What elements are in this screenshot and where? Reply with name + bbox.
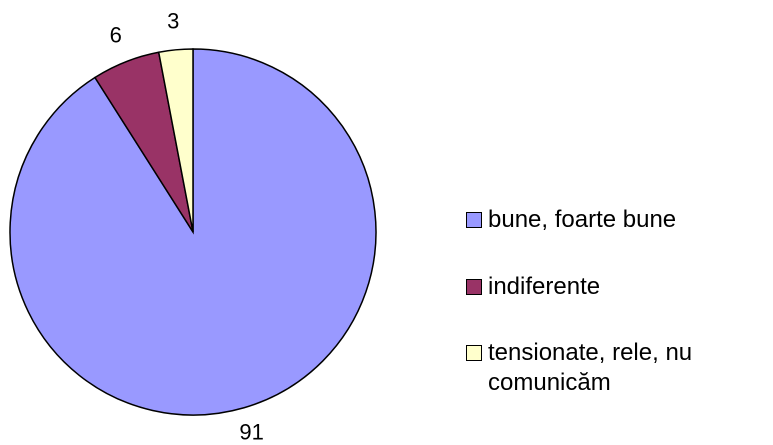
- legend-item: indiferente: [466, 272, 766, 302]
- legend-swatch: [466, 345, 482, 361]
- data-label: 6: [110, 23, 122, 48]
- legend-swatch: [466, 212, 482, 228]
- legend-swatch: [466, 279, 482, 295]
- data-label: 3: [167, 9, 179, 34]
- legend-item: tensionate, rele, nu comunicăm: [466, 338, 766, 398]
- data-label: 91: [239, 419, 263, 444]
- pie-slice: [157, 48, 194, 233]
- legend-item: bune, foarte bune: [466, 205, 766, 235]
- legend-label: tensionate, rele, nu comunicăm: [488, 339, 693, 396]
- legend-label: bune, foarte bune: [488, 206, 677, 233]
- legend-label: indiferente: [488, 273, 601, 300]
